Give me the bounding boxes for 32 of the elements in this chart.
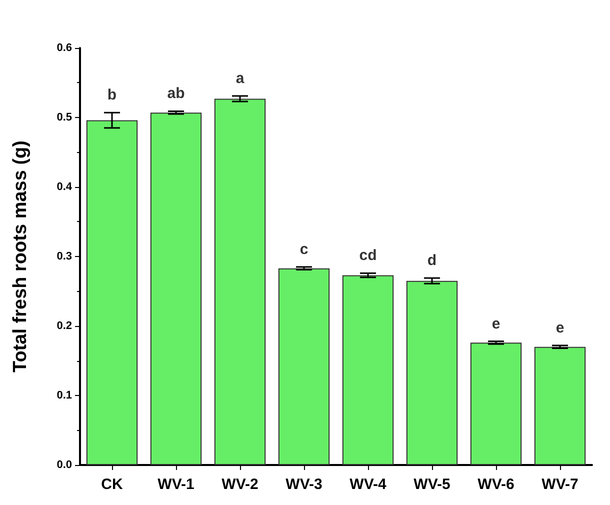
annotation: a: [236, 70, 245, 87]
y-axis-title: Total fresh roots mass (g): [10, 140, 31, 372]
y-tick-label: 0.2: [56, 320, 72, 332]
annotation: d: [427, 252, 437, 270]
y-tick-label: 0.1: [56, 390, 72, 402]
bar: [214, 98, 266, 465]
bar: [278, 268, 330, 465]
bar: [342, 275, 394, 465]
x-tick-label: WV-1: [158, 476, 194, 493]
y-tick-label: 0.3: [56, 250, 72, 262]
y-tick-label: 0.5: [56, 112, 72, 124]
x-tick-label: WV-6: [478, 476, 514, 493]
y-tick-label: 0.6: [56, 42, 72, 54]
annotation: e: [556, 319, 564, 336]
annotation: c: [300, 240, 308, 258]
x-tick-label: WV-4: [350, 476, 387, 493]
x-tick-label: CK: [101, 476, 123, 493]
bar: [470, 342, 522, 465]
x-tick-label: WV-2: [222, 476, 258, 493]
x-tick-label: WV-3: [286, 476, 322, 493]
bar: [86, 120, 138, 465]
annotation: b: [107, 86, 117, 104]
x-tick-label: WV-7: [542, 476, 578, 493]
annotation: ab: [167, 85, 185, 102]
annotation: e: [492, 315, 500, 332]
bar: [534, 346, 586, 465]
bar: [406, 280, 458, 465]
y-tick-label: 0.4: [56, 181, 73, 193]
x-tick-label: WV-5: [414, 476, 450, 493]
y-tick-label: 0.0: [56, 459, 72, 471]
annotation: cd: [359, 247, 377, 264]
bar: [150, 112, 202, 465]
